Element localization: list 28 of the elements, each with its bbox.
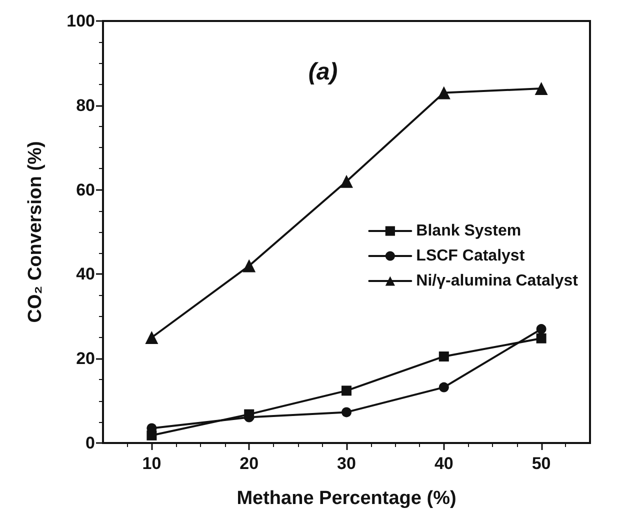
- point: [534, 82, 548, 96]
- x-tick-label: 30: [337, 454, 356, 473]
- y-tick-label: 100: [66, 12, 95, 30]
- x-tick-label: 40: [434, 454, 454, 473]
- point: [342, 386, 352, 396]
- point: [242, 259, 256, 272]
- point: [437, 86, 450, 100]
- text: (a): [308, 58, 338, 86]
- y-tick-label: 20: [76, 349, 95, 368]
- y-axis-title: CO₂ Conversion (%): [25, 141, 46, 323]
- y-tick-label: 0: [86, 434, 95, 452]
- point: [536, 324, 546, 334]
- y-tick-label: 40: [76, 264, 95, 284]
- x-tick-label: 20: [240, 454, 259, 473]
- y-tick-label: 80: [76, 96, 95, 115]
- y-tick-label: 60: [76, 180, 95, 200]
- point: [438, 351, 449, 362]
- point: [342, 407, 352, 418]
- legend-label: Blank System: [416, 222, 522, 240]
- legend-label: LSCF Catalyst: [416, 248, 526, 264]
- point: [536, 333, 546, 344]
- legend-label: Ni/γ-alumina Catalyst: [416, 272, 579, 290]
- point: [145, 331, 158, 344]
- point: [438, 382, 449, 392]
- point: [340, 174, 353, 188]
- x-tick-label: 10: [142, 454, 162, 473]
- x-axis-title: Methane Percentage (%): [236, 488, 456, 509]
- x-tick-label: 50: [532, 454, 551, 473]
